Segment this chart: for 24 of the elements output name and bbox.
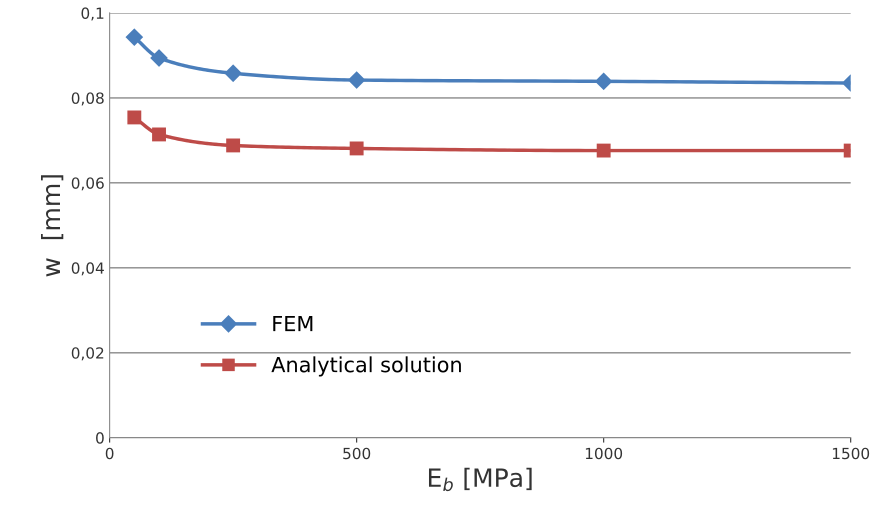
- point: [226, 138, 240, 152]
- point: [595, 72, 612, 90]
- point: [350, 142, 364, 156]
- point: [126, 28, 143, 46]
- x-tick-label: 500: [343, 448, 370, 460]
- legend-label: FEM: [273, 316, 312, 332]
- point: [127, 110, 142, 124]
- legend-label: Analytical solution: [271, 356, 461, 376]
- y-tick-label: 0,1: [81, 7, 104, 21]
- point: [596, 144, 611, 158]
- x-tick-label: 0: [106, 448, 114, 460]
- y-tick-label: 0,06: [72, 177, 104, 190]
- y-axis-title: w [mm]: [40, 175, 64, 277]
- y-tick-label: 0: [96, 432, 104, 444]
- point: [150, 49, 168, 67]
- x-axis-title: E$_{b}$ [MPa]: [428, 468, 532, 492]
- x-tick-label: 1500: [832, 448, 870, 460]
- y-tick-label: 0,04: [72, 262, 104, 276]
- point: [152, 127, 166, 142]
- y-tick-label: 0,02: [72, 347, 104, 360]
- y-tick-label: 0,08: [72, 92, 104, 106]
- x-tick-label: 1000: [586, 448, 622, 460]
- point: [224, 64, 242, 82]
- point: [348, 72, 366, 89]
